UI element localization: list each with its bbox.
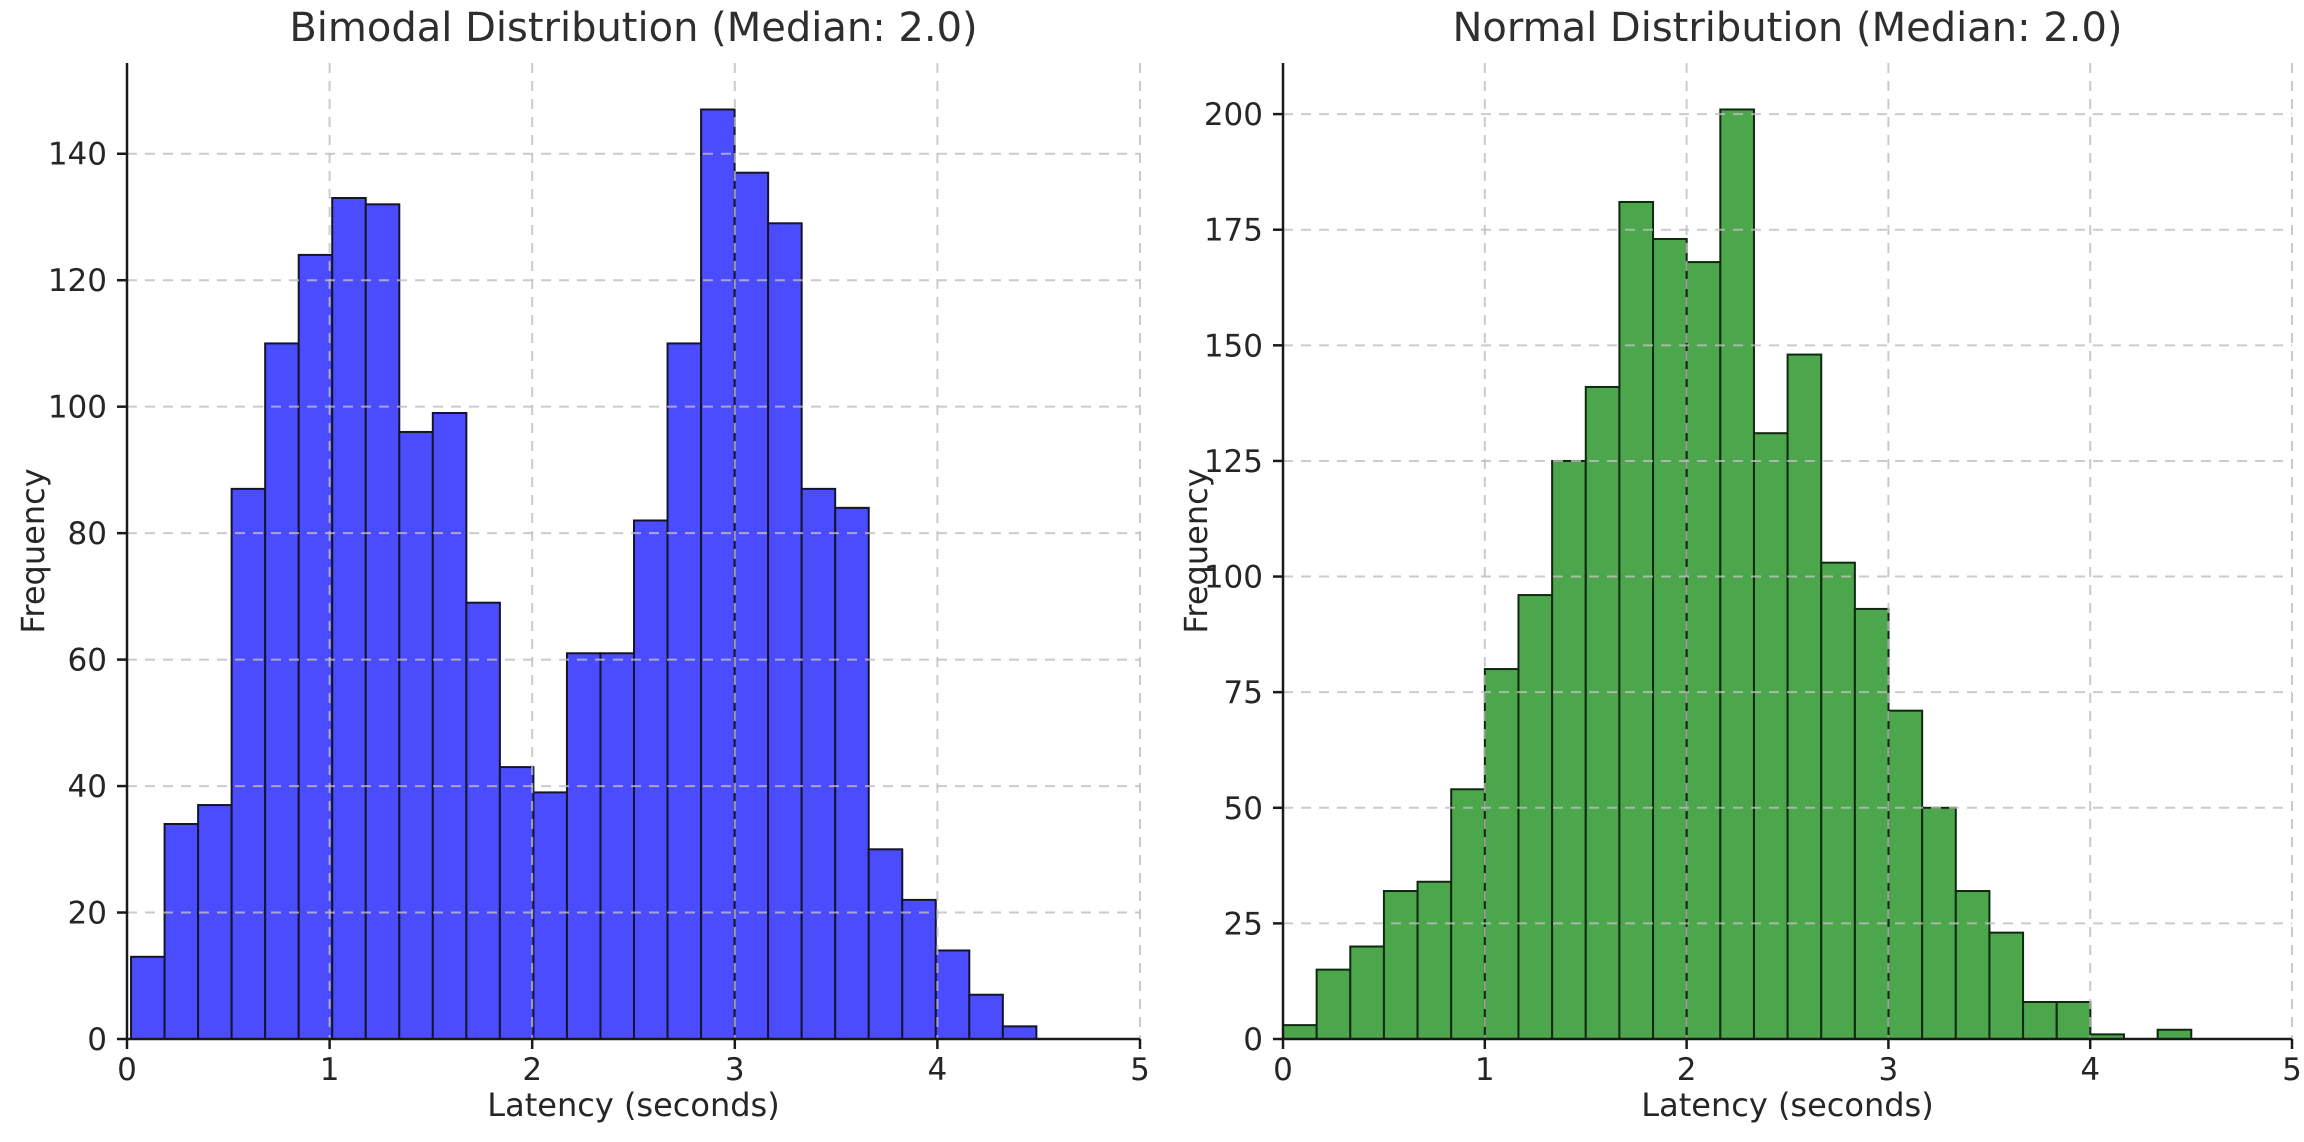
histogram-bar — [1954, 890, 1991, 1041]
histogram-bar — [666, 342, 703, 1040]
histogram-bar — [297, 253, 334, 1041]
histogram-bar — [1584, 385, 1621, 1040]
y-tick-label: 175 — [1204, 213, 1263, 249]
histogram-bar — [1887, 709, 1924, 1040]
x-tick-label: 4 — [2080, 1052, 2100, 1088]
histogram-bar — [364, 203, 401, 1040]
y-tick-label: 25 — [1224, 906, 1263, 942]
histogram-bar — [1652, 237, 1688, 1040]
histogram-bar — [465, 601, 501, 1040]
y-tick-label: 140 — [48, 137, 107, 173]
histogram-bar — [230, 487, 267, 1040]
histogram-bar — [1450, 788, 1486, 1041]
chart-bimodal: Bimodal Distribution (Median: 2.0) Frequ… — [14, 5, 1150, 1124]
histogram-bar — [1752, 432, 1789, 1040]
x-axis-label: Latency (seconds) — [1641, 1086, 1934, 1124]
histogram-bar — [1618, 200, 1655, 1041]
y-tick-label: 120 — [48, 263, 107, 299]
y-tick-label: 100 — [1204, 560, 1263, 596]
y-tick-label: 200 — [1204, 97, 1263, 133]
histogram-bar — [1719, 108, 1755, 1041]
histogram-bar — [2156, 1028, 2193, 1040]
histogram-bar — [968, 993, 1004, 1040]
chart-title-normal: Normal Distribution (Median: 2.0) — [1452, 5, 2123, 51]
y-tick-label: 125 — [1204, 444, 1263, 480]
x-tick-label: 3 — [725, 1052, 745, 1088]
histogram-bar — [599, 652, 636, 1041]
y-tick-label: 40 — [68, 769, 107, 805]
histogram-bar — [431, 411, 468, 1040]
x-tick-label: 2 — [1677, 1052, 1697, 1088]
y-tick-label: 150 — [1204, 328, 1263, 364]
histogram-bar — [1001, 1025, 1038, 1040]
y-tick-label: 100 — [48, 390, 107, 426]
x-tick-label: 0 — [117, 1052, 137, 1088]
histogram-bar — [1685, 261, 1722, 1040]
histogram-bar — [700, 108, 736, 1041]
y-tick-label: 75 — [1224, 675, 1263, 711]
histogram-bar — [2022, 1001, 2058, 1040]
histogram-bar — [867, 848, 904, 1040]
x-tick-label: 4 — [928, 1052, 948, 1088]
histogram-bar — [733, 171, 770, 1040]
histogram-plot-normal: 0 25 50 75 100 125 150 175 200 0 1 2 3 4 5 — [1204, 63, 2302, 1088]
histogram-bar — [800, 487, 837, 1040]
y-tick-label: 20 — [68, 896, 107, 932]
y-tick-label: 0 — [1243, 1022, 1263, 1058]
histogram-bar — [2055, 1001, 2092, 1040]
histogram-bar — [130, 955, 166, 1040]
histogram-bar — [1820, 561, 1856, 1040]
histogram-bar — [197, 804, 233, 1040]
x-tick-label: 1 — [1475, 1052, 1495, 1088]
y-tick-label: 0 — [87, 1022, 107, 1058]
histogram-bar — [264, 342, 300, 1040]
histogram-bar — [1349, 945, 1385, 1041]
histogram-bar — [1282, 1024, 1318, 1041]
histogram-bar — [163, 823, 200, 1041]
x-tick-label: 5 — [2282, 1052, 2302, 1088]
histogram-bar — [398, 430, 434, 1040]
histogram-bar — [1315, 968, 1352, 1041]
histogram-bar — [934, 949, 971, 1040]
chart-normal: Normal Distribution (Median: 2.0) Freque… — [1152, 0, 2304, 1142]
x-tick-label: 3 — [1879, 1052, 1899, 1088]
histogram-bar — [1382, 890, 1419, 1041]
histogram-bar — [1786, 353, 1823, 1040]
histogram-bar — [1517, 594, 1554, 1040]
x-tick-label: 0 — [1273, 1052, 1293, 1088]
chart-title-bimodal: Bimodal Distribution (Median: 2.0) — [289, 5, 978, 51]
histogram-bar — [532, 791, 568, 1041]
y-tick-label: 60 — [68, 643, 107, 679]
histogram-bar — [1416, 880, 1453, 1041]
histogram-bar — [834, 506, 870, 1040]
histogram-plot-bimodal: 0 20 40 60 80 100 120 140 0 1 2 3 4 5 — [48, 63, 1150, 1088]
y-tick-label: 80 — [68, 516, 107, 552]
histogram-bar — [1853, 607, 1890, 1040]
x-axis-label: Latency (seconds) — [487, 1086, 780, 1124]
histogram-bar — [1483, 668, 1520, 1040]
histogram-bar — [565, 652, 602, 1041]
histogram-bar — [633, 519, 669, 1040]
histogram-bar — [901, 898, 937, 1041]
x-tick-label: 5 — [1130, 1052, 1150, 1088]
histogram-bar — [498, 766, 535, 1040]
x-tick-label: 2 — [522, 1052, 542, 1088]
y-tick-label: 50 — [1224, 791, 1263, 827]
x-tick-label: 1 — [320, 1052, 340, 1088]
histogram-bar — [767, 222, 803, 1041]
histogram-bar — [1988, 931, 2025, 1041]
histogram-bar — [1551, 459, 1587, 1040]
